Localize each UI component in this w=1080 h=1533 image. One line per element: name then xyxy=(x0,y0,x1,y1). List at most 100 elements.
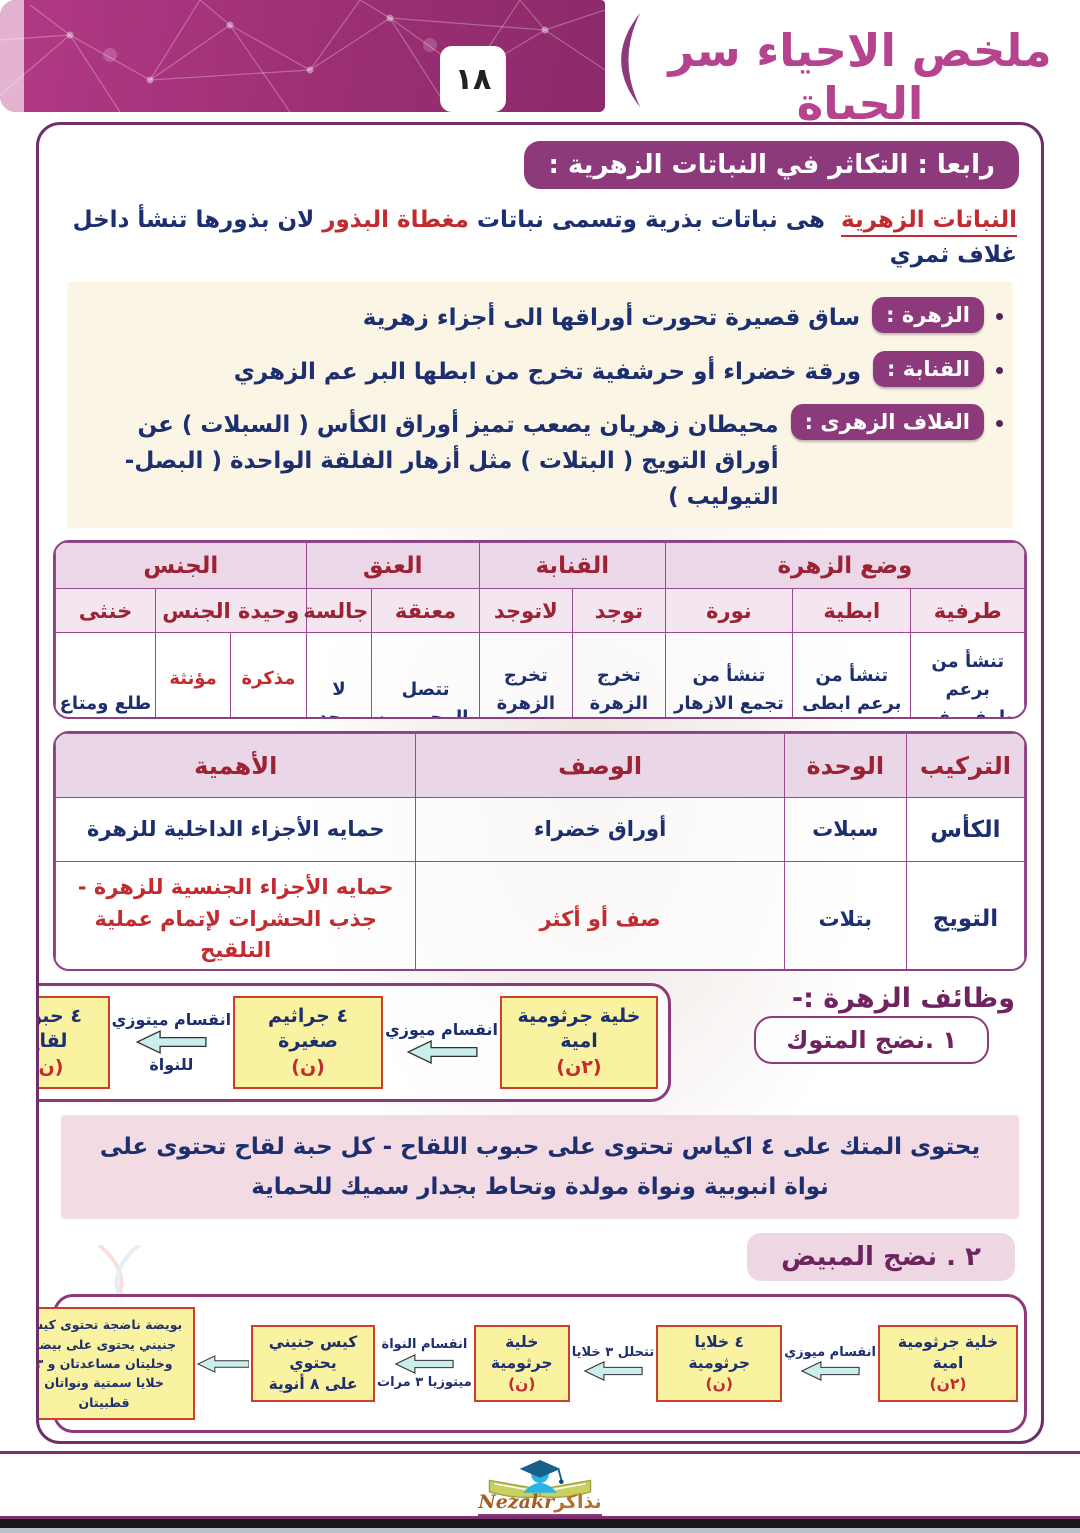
intro-text-2: لان بذورها تنشأ داخل غلاف ثمري xyxy=(72,207,1017,268)
table-cell: حمايه الأجزاء الجنسية للزهرة - جذب الحشر… xyxy=(55,861,417,969)
arrow-left-icon xyxy=(135,1030,207,1055)
flower-parts-table: التركيب الوحدة الوصف الأهمية الكأس سبلات… xyxy=(53,731,1027,971)
intro-term: النباتات الزهرية xyxy=(841,207,1017,237)
flow-arrow: انقسام ميوزي xyxy=(383,1020,500,1065)
table-cell: مذكرة xyxy=(230,632,307,718)
column-header: طرفية xyxy=(910,588,1025,634)
flow-node-ploidy: (ن) xyxy=(38,1055,64,1078)
page-number: ١٨ xyxy=(440,46,506,112)
column-header: خنثى xyxy=(55,588,156,634)
flow-arrow: انقسام النواة ميتوزيا ٣ مرات xyxy=(375,1337,474,1390)
intro-text-1: هى نباتات بذرية وتسمى نباتات xyxy=(468,207,825,233)
flow-node-final: بويضة ناضجة تحتوى كيس جنيني يحتوى على بي… xyxy=(39,1307,196,1420)
flow-arrow xyxy=(195,1353,251,1375)
table-cell: تنشأ من برعم طرفى في طرف محور النبات xyxy=(910,632,1025,718)
intro-text-highlight: مغطاة البذور xyxy=(322,207,469,233)
column-header: نورة xyxy=(664,588,794,634)
bullet-icon xyxy=(996,313,1003,320)
flower-functions-section: وظائف الزهرة :- ١ .نضج المتوك خلية جرثوم… xyxy=(39,982,1025,1102)
section-title: رابعا : التكاثر في النباتات الزهرية : xyxy=(524,141,1019,189)
table-cell: لا يوجد عنق xyxy=(305,632,373,718)
table-cell: أوراق خضراء xyxy=(415,797,785,863)
definition-term: القنابة : xyxy=(873,350,984,387)
step2-label: ٢ . نضج المبيض xyxy=(747,1233,1015,1282)
definition-text: ورقة خضراء أو حرشفية تخرج من ابطها البر … xyxy=(233,358,861,385)
page-number-value: ١٨ xyxy=(454,61,492,97)
column-header: لاتوجد xyxy=(478,588,573,634)
flow-node-ploidy: (ن) xyxy=(705,1375,733,1394)
column-header: الوحدة xyxy=(783,733,907,799)
bottom-grey-bar xyxy=(0,1528,1080,1533)
table-cell: تخرج الزهرة في ابط قنابة xyxy=(571,632,666,718)
column-header: توجد xyxy=(571,588,666,634)
flow-arrow: انقسام ميوزي xyxy=(782,1345,878,1383)
table-cell: صف أو أكثر xyxy=(415,861,785,969)
network-pattern-icon xyxy=(0,0,605,112)
flow-node-text: كيس جنيني يحتوي xyxy=(268,1333,358,1373)
step1-label: ١ .نضج المتوك xyxy=(754,1015,989,1064)
page-footer: نذاكرNezakr xyxy=(0,1451,1080,1533)
intro-line: النباتات الزهرية هى نباتات بذرية وتسمى ن… xyxy=(63,203,1017,272)
table-cell: حمايه الأجزاء الداخلية للزهرة xyxy=(55,797,417,863)
definition-term: الغلاف الزهرى : xyxy=(790,404,984,441)
arrow-label: انقسام ميوزي xyxy=(385,1019,498,1039)
definition-text: ساق قصيرة تحورت أوراقها الى أجزاء زهرية xyxy=(362,305,861,331)
column-header: الأهمية xyxy=(55,733,417,799)
column-header: ابطية xyxy=(792,588,912,634)
table-cell: طلع ومتاع معا xyxy=(55,632,156,718)
footer-divider xyxy=(0,1516,1080,1519)
nezakr-logo: نذاكرNezakr xyxy=(0,1454,1080,1516)
flow-node-text: خلية جرثومية xyxy=(490,1333,553,1373)
crescent-icon xyxy=(621,12,641,108)
logo-text-latin: Nezakr xyxy=(478,1491,555,1513)
table-cell: الكأس xyxy=(905,797,1025,863)
table-row: الكأس سبلات أوراق خضراء حمايه الأجزاء ال… xyxy=(55,797,1025,863)
flow-node: ٤ خلايا جرثومية (ن) xyxy=(656,1325,783,1402)
group-header: القنابة xyxy=(478,542,666,590)
arrow-label: ميتوزيا ٣ مرات xyxy=(377,1374,472,1390)
flow-node-text: خلية جرثومية امية xyxy=(897,1333,999,1373)
table-cell: مؤنثة xyxy=(154,632,232,718)
flow-node-ploidy: (٢ن) xyxy=(556,1055,602,1078)
group-header: العنق xyxy=(305,542,480,590)
flow-node: ٤ جراثيم صغيرة (ن) xyxy=(233,995,384,1089)
arrow-left-icon xyxy=(583,1361,643,1382)
column-header: جالسة xyxy=(303,588,373,634)
arrow-left-icon xyxy=(197,1354,250,1373)
document-title: ملخص الاحياء سر الحياة xyxy=(668,24,1052,130)
logo-text-arabic: نذاكر xyxy=(554,1491,602,1513)
arrow-left-icon xyxy=(394,1353,455,1374)
table-cell: سبلات xyxy=(783,797,907,863)
ovary-flowchart: خلية جرثومية امية (٢ن) انقسام ميوزي ٤ خل… xyxy=(39,1294,1027,1433)
arrow-left-icon xyxy=(406,1039,478,1064)
bullet-icon xyxy=(996,420,1003,428)
arrow-left-icon xyxy=(800,1361,860,1382)
table-cell: تنشأ من تجمع الازهار على محور واحد xyxy=(664,632,794,718)
flow-node-ploidy: (ن) xyxy=(291,1055,325,1078)
table-subheader-row: طرفية ابطية نورة توجد لاتوجد معنقة جالسة… xyxy=(55,588,1025,634)
crescent-decoration xyxy=(596,10,650,110)
flow-arrow: تتحلل ٣ خلايا xyxy=(570,1345,656,1383)
graduate-book-logo-icon xyxy=(488,1459,592,1499)
anther-note: يحتوى المتك على ٤ اكياس تحتوى على حبوب ا… xyxy=(61,1114,1019,1220)
arrow-label: تتحلل ٣ خلايا xyxy=(571,1344,655,1360)
flow-node-text: خلية جرثومية امية xyxy=(517,1004,641,1053)
table-row: التويج بتلات صف أو أكثر حمايه الأجزاء ال… xyxy=(55,861,1025,969)
flow-node: كيس جنيني يحتوي على ٨ أنوية xyxy=(251,1325,376,1402)
footer-divider xyxy=(0,1451,1080,1454)
arrow-label: انقسام ميتوزي xyxy=(111,1009,232,1029)
bullet-icon xyxy=(996,366,1003,374)
flow-node-ploidy: (ن) xyxy=(508,1375,536,1394)
definition-term: الزهرة : xyxy=(872,297,984,333)
functions-label: وظائف الزهرة :- ١ .نضج المتوك xyxy=(685,983,1025,1064)
definition-row: القنابة : ورقة خضراء أو حرشفية تخرج من ا… xyxy=(77,350,1003,391)
column-header: وحيدة الجنس xyxy=(154,588,307,634)
column-header: الوصف xyxy=(415,733,785,799)
flower-classification-table: وضع الزهرة القنابة العنق الجنس طرفية ابط… xyxy=(53,540,1027,720)
flow-node: خلية جرثومية امية (٢ن) xyxy=(878,1325,1018,1402)
banner-edge-decoration xyxy=(0,0,24,112)
definition-row: الزهرة : ساق قصيرة تحورت أوراقها الى أجز… xyxy=(77,297,1003,337)
table-description-row: تنشأ من برعم طرفى في طرف محور النبات تنش… xyxy=(55,632,1025,718)
group-header: وضع الزهرة xyxy=(664,542,1025,590)
header-banner xyxy=(0,0,605,112)
